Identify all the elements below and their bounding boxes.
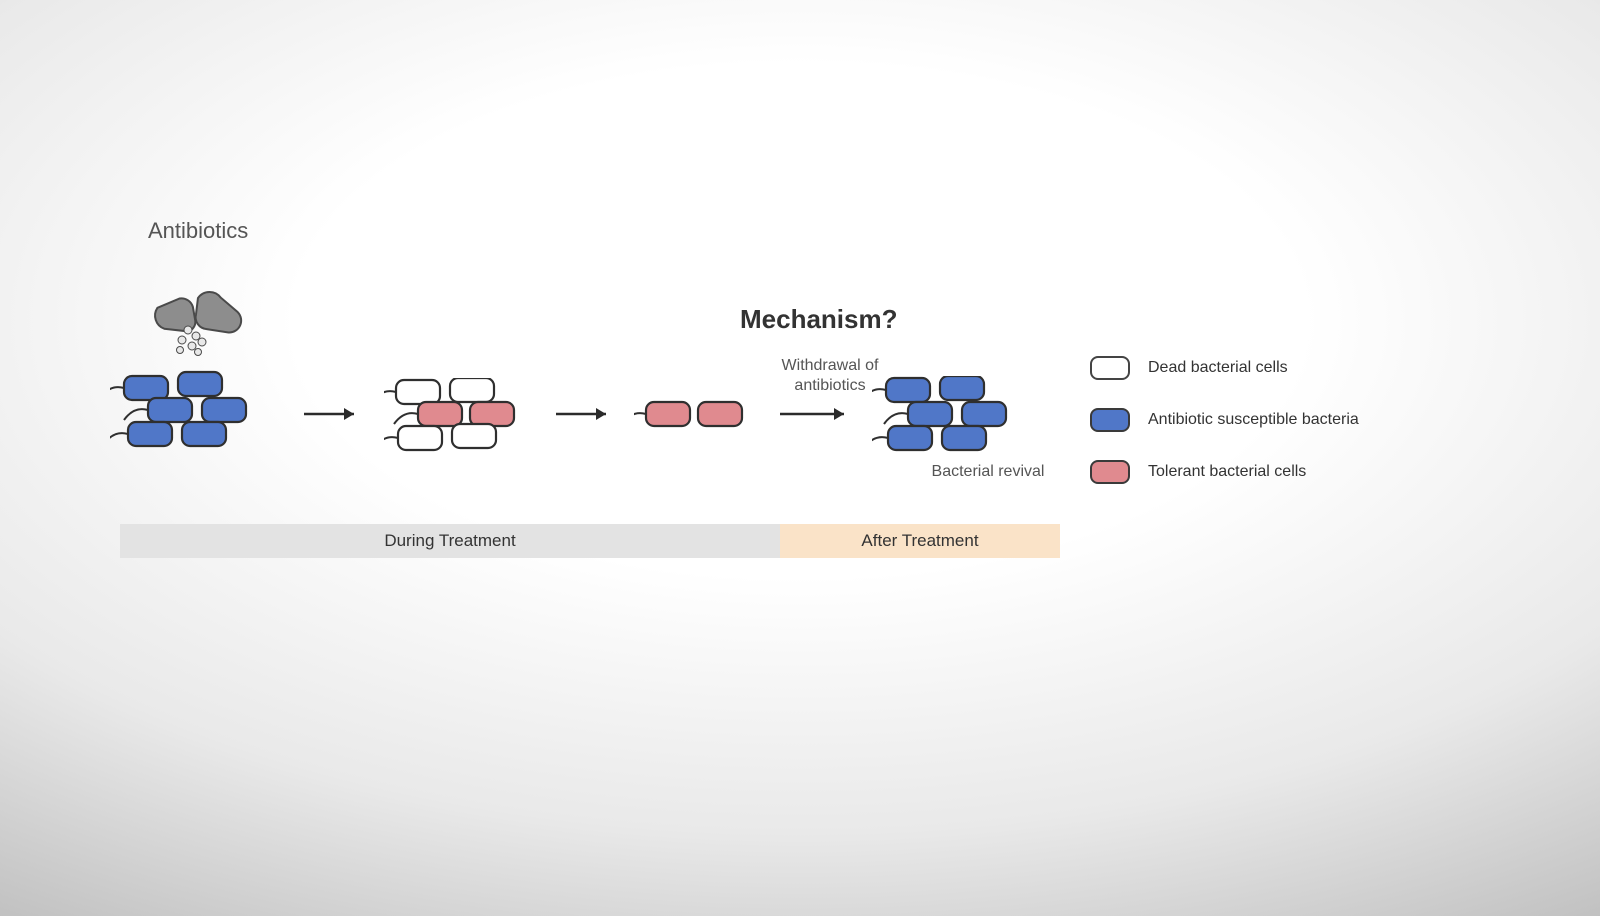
stage-3-tolerant	[634, 398, 792, 452]
timeline-bar: During Treatment After Treatment	[120, 524, 1060, 558]
bacterial-cell-tolerant	[698, 402, 742, 426]
pill-left-half	[152, 295, 200, 339]
legend-swatch	[1090, 356, 1130, 380]
bacterial-cell-dead	[450, 378, 494, 402]
bacterial-cell-tolerant	[470, 402, 514, 426]
flow-arrow-3	[778, 404, 860, 424]
pill-right-half	[191, 290, 246, 337]
flagellum	[110, 387, 124, 398]
bacterial-cell-susceptible	[886, 378, 930, 402]
flagellum	[872, 389, 886, 400]
flagellum	[884, 413, 908, 424]
bacterial-cell-susceptible	[202, 398, 246, 422]
bacterial-cell-susceptible	[124, 376, 168, 400]
flagellum	[872, 437, 888, 448]
bacterial-cell-susceptible	[942, 426, 986, 450]
legend: Dead bacterial cells Antibiotic susceptib…	[1090, 356, 1359, 512]
stage-4-revival	[872, 376, 1056, 476]
flow-arrow-2	[554, 404, 622, 424]
legend-row: Tolerant bacterial cells	[1090, 460, 1359, 484]
bacterial-cell-dead	[452, 424, 496, 448]
legend-row: Antibiotic susceptible bacteria	[1090, 408, 1359, 432]
flagellum	[124, 409, 148, 420]
flagellum	[394, 413, 418, 424]
stage-2-mixed	[384, 378, 564, 476]
stage-1-susceptible	[110, 370, 296, 472]
bacterial-cell-dead	[396, 380, 440, 404]
mechanism-title: Mechanism?	[740, 304, 898, 335]
flagellum	[384, 391, 396, 402]
bacterial-cell-tolerant	[646, 402, 690, 426]
legend-swatch	[1090, 460, 1130, 484]
antibiotics-label: Antibiotics	[148, 218, 248, 244]
legend-row: Dead bacterial cells	[1090, 356, 1359, 380]
bacterial-cell-susceptible	[128, 422, 172, 446]
flow-arrow-1	[302, 404, 370, 424]
flagellum	[110, 433, 128, 444]
timeline-during: During Treatment	[120, 524, 780, 558]
legend-label: Antibiotic susceptible bacteria	[1148, 411, 1359, 429]
legend-label: Dead bacterial cells	[1148, 359, 1288, 377]
flagellum	[634, 413, 646, 424]
bacterial-cell-susceptible	[182, 422, 226, 446]
bacterial-cell-susceptible	[178, 372, 222, 396]
diagram-stage: Antibiotics Mechanism? Withdrawal of ant…	[0, 0, 1600, 916]
legend-swatch	[1090, 408, 1130, 432]
timeline-after: After Treatment	[780, 524, 1060, 558]
bacterial-cell-susceptible	[962, 402, 1006, 426]
flagellum	[384, 437, 398, 448]
bacterial-cell-tolerant	[418, 402, 462, 426]
legend-label: Tolerant bacterial cells	[1148, 463, 1306, 481]
bacterial-cell-susceptible	[888, 426, 932, 450]
bacterial-cell-susceptible	[940, 376, 984, 400]
bacterial-cell-susceptible	[908, 402, 952, 426]
bacterial-cell-susceptible	[148, 398, 192, 422]
pill-icon	[150, 290, 250, 360]
bacterial-cell-dead	[398, 426, 442, 450]
